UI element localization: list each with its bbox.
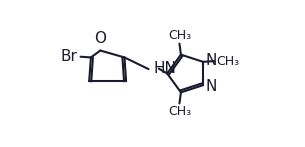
Text: N: N bbox=[205, 79, 217, 94]
Text: Br: Br bbox=[60, 49, 77, 64]
Text: HN: HN bbox=[153, 61, 176, 76]
Text: CH₃: CH₃ bbox=[216, 55, 239, 68]
Text: CH₃: CH₃ bbox=[168, 29, 191, 42]
Text: O: O bbox=[94, 31, 106, 46]
Text: N: N bbox=[205, 53, 217, 68]
Text: CH₃: CH₃ bbox=[168, 105, 191, 118]
